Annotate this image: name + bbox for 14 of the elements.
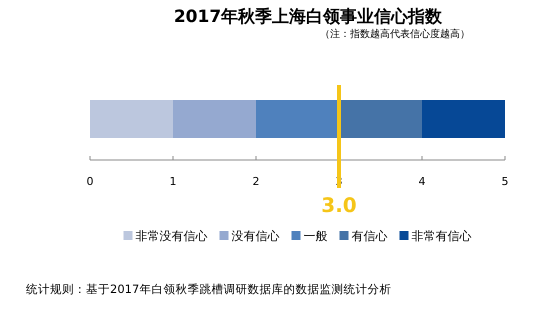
x-tick-label: 4 <box>418 175 426 188</box>
chart-subtitle: （注：指数越高代表信心度越高） <box>320 28 470 40</box>
legend-label: 一般 <box>304 229 328 243</box>
legend-label: 没有信心 <box>232 229 280 243</box>
legend-label: 有信心 <box>352 229 388 243</box>
x-tick-label: 2 <box>252 175 260 188</box>
text: 统计规则：基于2017年白领秋季跳槽调研数据库的数据监测统计分析 <box>26 282 392 296</box>
x-tick-label: 0 <box>86 175 94 188</box>
chart-title: 2017年秋季上海白领事业信心指数 <box>174 7 444 27</box>
legend-label: 非常有信心 <box>412 229 472 243</box>
x-tick-label: 1 <box>170 175 176 188</box>
ref-line-label: 3.0 <box>321 193 357 217</box>
x-tick-label: 5 <box>502 175 508 188</box>
legend-label: 非常没有信心 <box>136 229 208 243</box>
